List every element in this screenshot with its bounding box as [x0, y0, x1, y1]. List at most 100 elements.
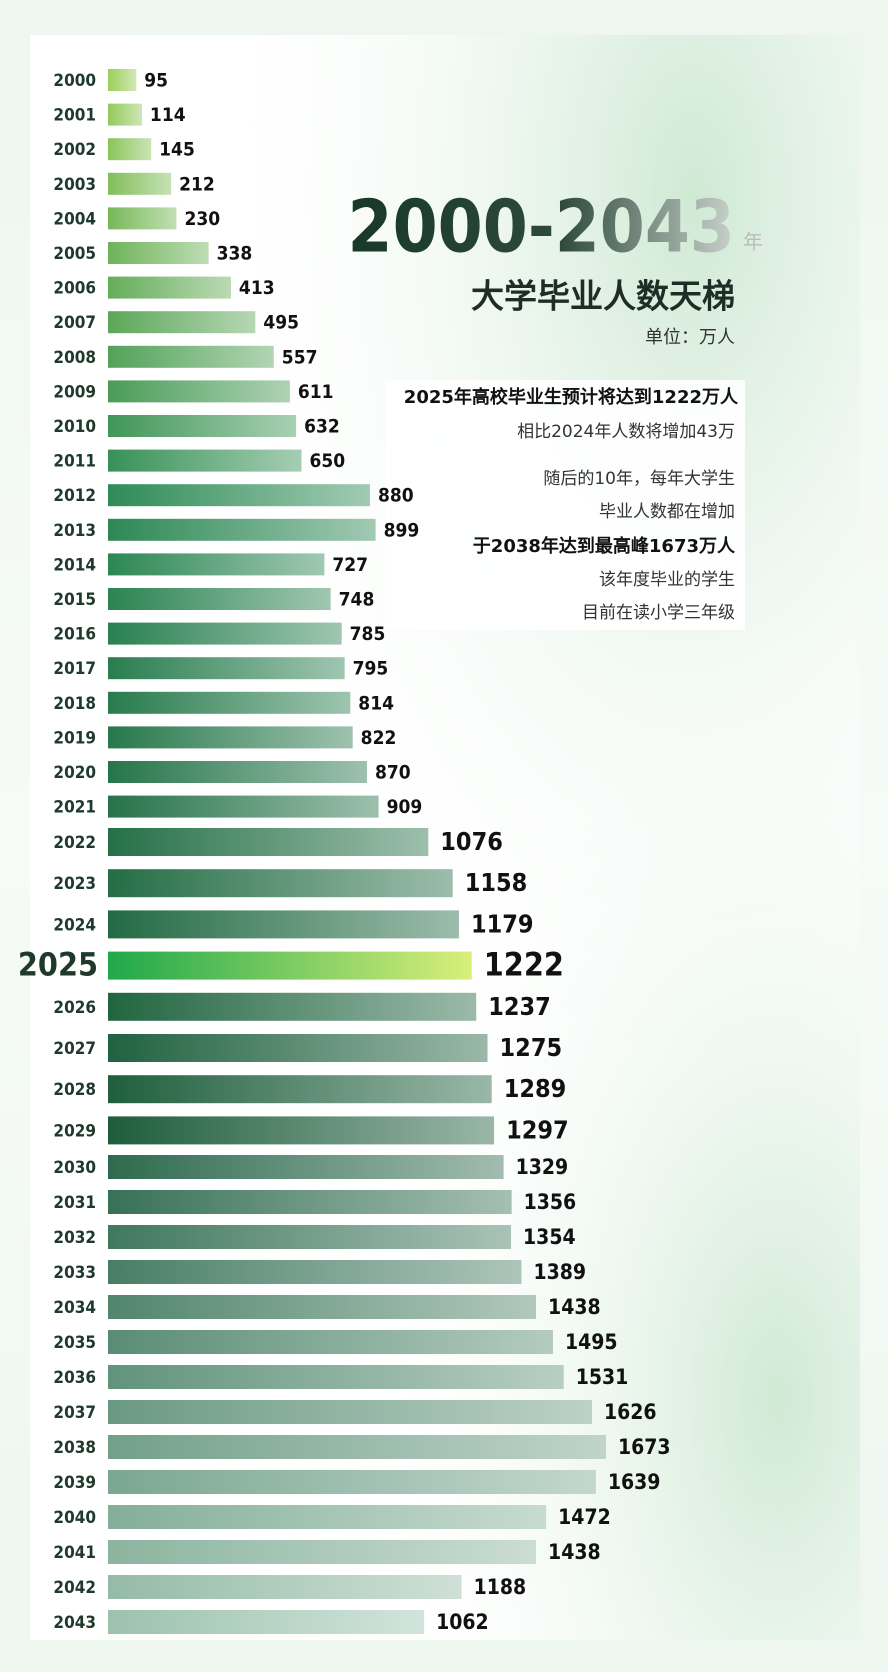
y-tick-label: 2011 [53, 452, 96, 472]
bar [108, 484, 370, 507]
bar [108, 1225, 512, 1249]
bar [108, 69, 137, 91]
bar [108, 1295, 537, 1319]
value-label: 338 [217, 243, 253, 265]
y-tick-label: 2027 [53, 1039, 96, 1059]
y-tick-label: 2032 [53, 1228, 96, 1248]
value-label: 1626 [604, 1400, 657, 1424]
y-tick-label: 2026 [53, 998, 96, 1018]
bar [108, 311, 256, 334]
y-tick-label: 2005 [53, 244, 96, 264]
y-tick-label: 2034 [53, 1298, 96, 1318]
bar [108, 1034, 488, 1062]
y-tick-label: 2043 [53, 1613, 96, 1633]
value-label: 145 [159, 139, 195, 161]
y-tick-label: 2010 [53, 417, 96, 437]
y-tick-label: 2000 [53, 71, 96, 91]
bar [108, 869, 453, 898]
bar [108, 449, 302, 472]
value-label: 822 [361, 727, 397, 749]
bar [108, 1075, 492, 1104]
y-tick-label: 2003 [53, 175, 96, 195]
bar [108, 1400, 593, 1424]
value-label: 1076 [440, 827, 503, 856]
value-label: 1438 [548, 1295, 601, 1319]
value-label: 1062 [436, 1610, 489, 1634]
bar [108, 726, 353, 749]
value-label: 114 [150, 104, 186, 126]
value-label: 1329 [516, 1155, 569, 1179]
y-tick-label: 2008 [53, 348, 96, 368]
value-label: 899 [384, 519, 420, 541]
value-label: 1639 [608, 1470, 661, 1494]
y-tick-label: 2017 [53, 659, 96, 679]
value-label: 1222 [484, 946, 564, 984]
bar [108, 1610, 425, 1634]
bar [108, 910, 459, 939]
y-tick-label: 2041 [53, 1543, 96, 1563]
annotation: 相比2024年人数将增加43万 [517, 422, 735, 442]
bar [108, 242, 209, 264]
bar [108, 691, 351, 714]
value-label: 880 [378, 485, 414, 507]
value-label: 1179 [471, 909, 534, 938]
y-tick-label: 2039 [53, 1473, 96, 1493]
y-tick-label: 2006 [53, 279, 96, 299]
value-label: 795 [353, 658, 389, 680]
bar [108, 588, 331, 610]
bar [108, 1330, 554, 1354]
value-label: 1237 [488, 992, 551, 1021]
y-tick-label: 2038 [53, 1438, 96, 1458]
annotation: 目前在读小学三年级 [582, 603, 735, 623]
bar [108, 518, 376, 541]
chart-title: 2000-2043 [348, 185, 735, 269]
y-tick-label: 2014 [53, 555, 96, 575]
bar [108, 1575, 462, 1599]
bar [108, 1470, 596, 1494]
y-tick-label: 2022 [53, 833, 96, 853]
note-box [385, 380, 745, 630]
value-label: 650 [309, 450, 345, 472]
bar [108, 761, 367, 783]
value-label: 1438 [548, 1540, 601, 1564]
value-label: 1472 [558, 1505, 611, 1529]
y-tick-label: 2019 [53, 728, 96, 748]
bar [108, 415, 297, 437]
bar [108, 1435, 606, 1459]
annotation: 随后的10年，每年大学生 [543, 469, 735, 489]
annotation: 毕业人数都在增加 [599, 502, 735, 522]
bar [108, 207, 177, 230]
value-label: 632 [304, 416, 340, 438]
value-label: 1297 [506, 1115, 569, 1144]
value-label: 230 [184, 208, 220, 230]
y-tick-label: 2033 [53, 1263, 96, 1283]
bar [108, 1365, 564, 1389]
y-tick-label: 2040 [53, 1508, 96, 1528]
value-label: 1495 [565, 1330, 618, 1354]
bar [108, 657, 345, 680]
value-label: 1354 [523, 1225, 576, 1249]
bar [108, 1505, 547, 1529]
value-label: 814 [358, 692, 394, 714]
value-label: 212 [179, 173, 215, 195]
value-label: 1188 [474, 1575, 527, 1599]
value-label: 870 [375, 762, 411, 784]
value-label: 909 [387, 796, 423, 818]
unit: 单位：万人 [645, 327, 735, 348]
value-label: 748 [339, 589, 375, 611]
bar [108, 138, 152, 161]
y-tick-label: 2030 [53, 1158, 96, 1178]
y-tick-label: 2007 [53, 313, 96, 333]
bar [108, 1116, 495, 1145]
y-tick-label: 2037 [53, 1403, 96, 1423]
value-label: 95 [144, 70, 168, 92]
value-label: 727 [332, 554, 368, 576]
value-label: 785 [350, 623, 386, 645]
bar [108, 276, 231, 299]
bar [108, 622, 342, 645]
y-tick-label: 2025 [18, 946, 98, 984]
y-tick-label: 2004 [53, 209, 96, 229]
bar [108, 1260, 522, 1284]
y-tick-label: 2013 [53, 521, 96, 541]
